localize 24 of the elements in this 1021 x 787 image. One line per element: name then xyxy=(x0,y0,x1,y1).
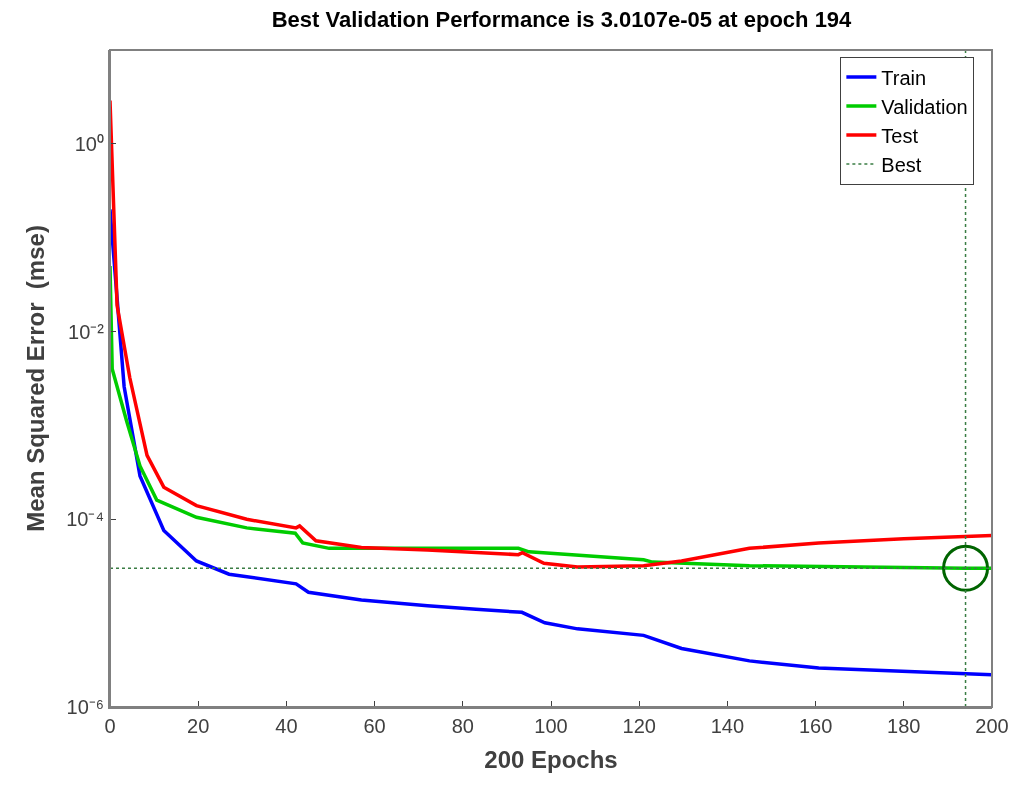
y-tick-label: 10⁻⁶ xyxy=(66,696,104,718)
legend-label: Test xyxy=(881,124,919,147)
x-tick-label: 20 xyxy=(187,715,210,737)
line-series xyxy=(110,207,992,677)
x-tick-label: 160 xyxy=(798,715,833,737)
x-tick-label: 80 xyxy=(451,715,474,737)
line-series xyxy=(110,98,992,569)
y-axis-title: Mean Squared Error (mse) xyxy=(21,225,49,532)
y-tick-label: 10⁰ xyxy=(74,132,104,155)
y-tick-label: 10⁻² xyxy=(68,320,105,343)
x-axis-title: 200 Epochs xyxy=(484,745,618,773)
x-tick-label: 180 xyxy=(887,715,921,737)
y-tick-label: 10⁻⁴ xyxy=(66,508,104,531)
x-tick-label: 100 xyxy=(534,715,568,737)
chart-title: Best Validation Performance is 3.0107e-05 at epoch 194 xyxy=(271,7,853,33)
x-tick-label: 60 xyxy=(363,715,386,737)
x-tick-label: 0 xyxy=(104,715,116,737)
x-tick-label: 200 xyxy=(975,715,1009,737)
legend-label: Validation xyxy=(881,95,968,118)
ref-line-label: Best xyxy=(881,153,922,176)
x-tick-label: 140 xyxy=(710,715,745,737)
x-tick-label: 120 xyxy=(622,715,656,737)
x-tick-label: 40 xyxy=(275,715,298,737)
legend-label: Train xyxy=(881,66,927,89)
